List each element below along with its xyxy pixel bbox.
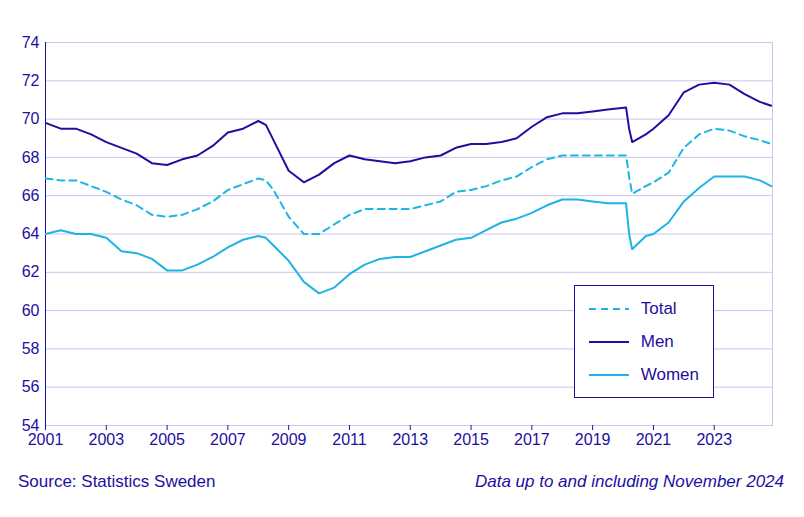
svg-text:68: 68 bbox=[22, 149, 40, 166]
svg-text:2003: 2003 bbox=[88, 431, 124, 448]
svg-text:2001: 2001 bbox=[28, 431, 64, 448]
svg-text:2013: 2013 bbox=[392, 431, 428, 448]
svg-text:72: 72 bbox=[22, 72, 40, 89]
svg-text:58: 58 bbox=[22, 340, 40, 357]
svg-text:62: 62 bbox=[22, 263, 40, 280]
svg-text:74: 74 bbox=[22, 34, 40, 51]
svg-text:2007: 2007 bbox=[210, 431, 246, 448]
svg-text:2005: 2005 bbox=[149, 431, 185, 448]
html-text:Women: Women bbox=[640, 364, 699, 384]
svg-text:2017: 2017 bbox=[514, 431, 550, 448]
svg-text:2023: 2023 bbox=[696, 431, 732, 448]
svg-text:2009: 2009 bbox=[271, 431, 307, 448]
html-text:Data up to and including Novem: Data up to and including November 2024 bbox=[475, 472, 784, 491]
html-text:Men: Men bbox=[640, 331, 674, 351]
svg-text:66: 66 bbox=[22, 187, 40, 204]
svg-text:2019: 2019 bbox=[575, 431, 611, 448]
svg-text:2011: 2011 bbox=[332, 431, 367, 448]
svg-text:54: 54 bbox=[21, 416, 40, 434]
svg-text:2021: 2021 bbox=[636, 431, 672, 448]
html-text:Source: Statistics Sweden: Source: Statistics Sweden bbox=[18, 472, 216, 491]
svg-text:70: 70 bbox=[22, 110, 40, 127]
svg-text:60: 60 bbox=[22, 302, 40, 319]
svg-text:56: 56 bbox=[22, 378, 40, 395]
svg-text:2015: 2015 bbox=[453, 431, 489, 448]
html-text:Total: Total bbox=[640, 298, 677, 318]
svg-text:64: 64 bbox=[22, 225, 40, 242]
